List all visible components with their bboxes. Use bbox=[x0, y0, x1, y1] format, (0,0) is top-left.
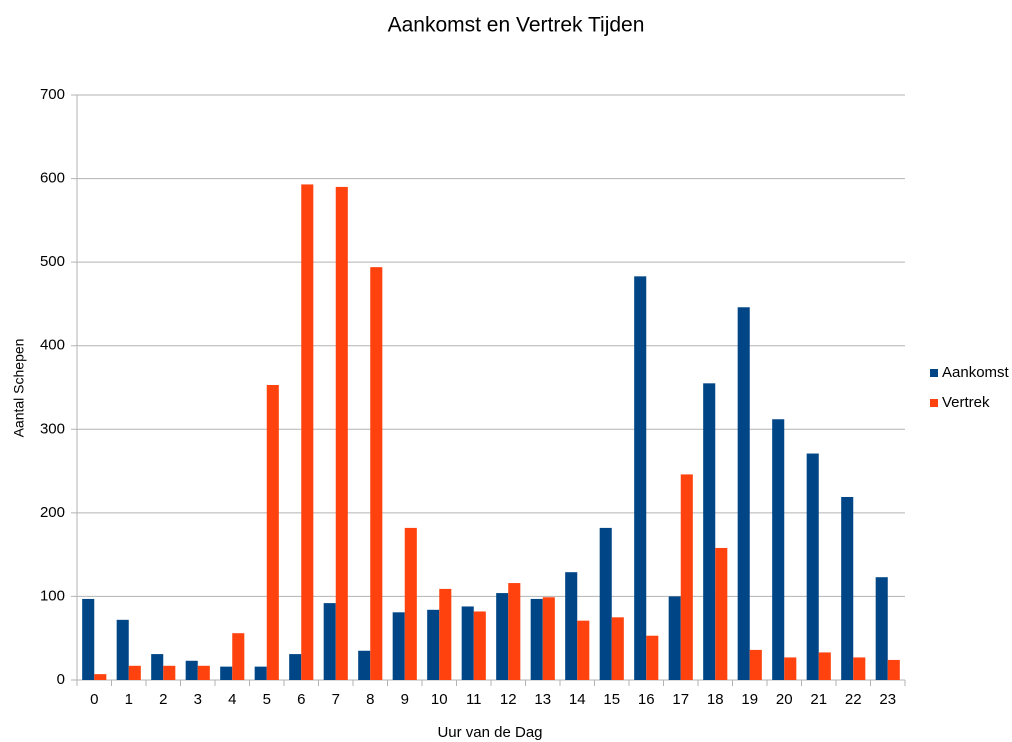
bar bbox=[542, 597, 555, 680]
bar bbox=[392, 612, 405, 680]
bar bbox=[875, 577, 888, 680]
bar bbox=[473, 611, 486, 680]
bar bbox=[841, 496, 854, 680]
y-tick-label: 100 bbox=[40, 587, 65, 604]
bar bbox=[818, 652, 831, 680]
x-tick-label: 2 bbox=[159, 691, 167, 708]
x-tick-label: 22 bbox=[845, 691, 862, 708]
bar bbox=[853, 657, 866, 680]
bar bbox=[680, 474, 693, 680]
x-tick-label: 9 bbox=[401, 691, 409, 708]
bar bbox=[784, 657, 797, 680]
bar bbox=[185, 660, 198, 680]
x-tick-label: 3 bbox=[194, 691, 202, 708]
x-tick-label: 4 bbox=[228, 691, 236, 708]
bar bbox=[335, 186, 348, 680]
x-tick-label: 18 bbox=[707, 691, 724, 708]
bar bbox=[806, 453, 819, 680]
x-tick-label: 15 bbox=[603, 691, 620, 708]
y-tick-label: 700 bbox=[40, 86, 65, 103]
x-tick-label: 16 bbox=[638, 691, 655, 708]
y-tick-label: 0 bbox=[57, 671, 65, 688]
bar bbox=[289, 654, 302, 680]
x-tick-label: 17 bbox=[672, 691, 689, 708]
bar bbox=[887, 659, 900, 680]
legend-swatch bbox=[930, 369, 938, 377]
bar bbox=[301, 184, 314, 680]
x-tick-label: 5 bbox=[263, 691, 271, 708]
bar bbox=[94, 674, 107, 680]
y-tick-label: 200 bbox=[40, 504, 65, 521]
bar bbox=[82, 598, 95, 680]
bar bbox=[634, 276, 647, 680]
bar bbox=[565, 572, 578, 680]
bar bbox=[496, 593, 509, 680]
bar bbox=[266, 384, 279, 680]
bar bbox=[715, 547, 728, 680]
y-tick-label: 600 bbox=[40, 170, 65, 187]
x-tick-label: 21 bbox=[810, 691, 827, 708]
x-tick-label: 13 bbox=[534, 691, 551, 708]
bar bbox=[254, 666, 267, 680]
bar bbox=[439, 588, 452, 680]
bar bbox=[703, 383, 716, 680]
legend-swatch bbox=[930, 399, 938, 407]
y-axis-label: Aantal Schepen bbox=[11, 339, 27, 438]
bar bbox=[232, 633, 245, 680]
y-tick-label: 500 bbox=[40, 253, 65, 270]
bar bbox=[530, 598, 543, 680]
legend-label: Vertrek bbox=[942, 394, 990, 411]
x-tick-label: 20 bbox=[776, 691, 793, 708]
x-tick-label: 23 bbox=[879, 691, 896, 708]
x-tick-label: 11 bbox=[466, 691, 482, 708]
bar bbox=[611, 617, 624, 680]
chart-title: Aankomst en Vertrek Tijden bbox=[388, 14, 645, 37]
x-tick-label: 7 bbox=[332, 691, 340, 708]
bar bbox=[668, 596, 681, 680]
bar bbox=[749, 649, 762, 680]
x-tick-label: 1 bbox=[125, 691, 133, 708]
bar bbox=[116, 619, 129, 680]
bar bbox=[404, 527, 417, 680]
bar bbox=[370, 267, 383, 680]
bar bbox=[163, 665, 176, 680]
x-axis-label: Uur van de Dag bbox=[437, 724, 542, 741]
x-tick-label: 8 bbox=[366, 691, 374, 708]
x-tick-label: 0 bbox=[90, 691, 98, 708]
x-tick-label: 10 bbox=[431, 691, 448, 708]
bar bbox=[461, 606, 474, 680]
y-tick-label: 400 bbox=[40, 337, 65, 354]
x-tick-label: 19 bbox=[741, 691, 758, 708]
x-tick-label: 12 bbox=[500, 691, 517, 708]
legend-label: Aankomst bbox=[942, 364, 1010, 381]
x-tick-label: 6 bbox=[297, 691, 305, 708]
y-tick-label: 300 bbox=[40, 420, 65, 437]
bar bbox=[427, 609, 440, 680]
bar bbox=[128, 665, 141, 680]
bar bbox=[358, 650, 371, 680]
bar bbox=[220, 666, 233, 680]
bar bbox=[508, 583, 521, 680]
x-tick-label: 14 bbox=[569, 691, 586, 708]
bar bbox=[772, 419, 785, 680]
bar bbox=[646, 635, 659, 680]
bar bbox=[599, 527, 612, 680]
bar bbox=[151, 654, 164, 680]
bar bbox=[577, 620, 590, 680]
bar bbox=[197, 665, 210, 680]
bar bbox=[737, 307, 750, 680]
bar bbox=[323, 603, 336, 680]
